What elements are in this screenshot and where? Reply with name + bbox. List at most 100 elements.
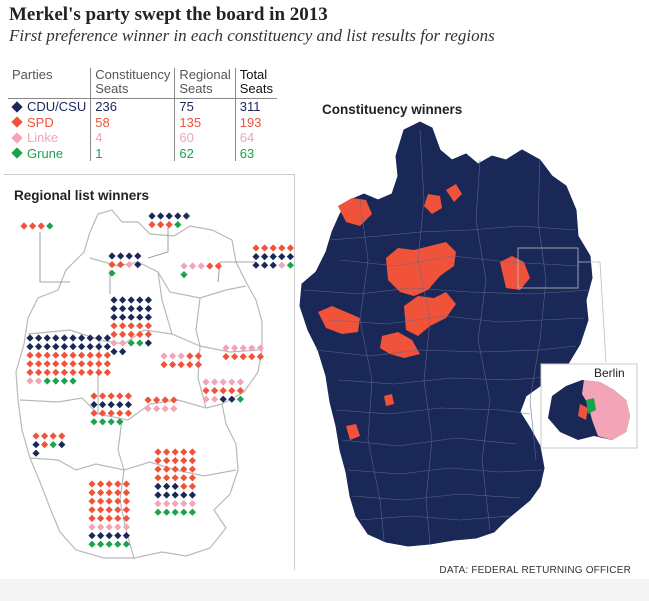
party-cell: SPD xyxy=(8,115,91,131)
cdu-seat-diamond xyxy=(136,305,144,313)
spd-seat-diamond xyxy=(35,368,43,376)
cdu-seat-diamond xyxy=(219,395,227,403)
seat-table: Parties Constituency Seats Regional Seats … xyxy=(8,68,277,161)
spd-seat-diamond xyxy=(99,392,107,400)
cdu-seat-diamond xyxy=(35,343,43,351)
linke-seat-diamond xyxy=(125,261,133,269)
spd-seat-diamond xyxy=(163,465,171,473)
cdu-seat-diamond xyxy=(154,482,162,490)
regional-seats: 60 xyxy=(174,130,236,146)
spd-seat-diamond xyxy=(122,514,130,522)
spd-seat-diamond xyxy=(171,465,179,473)
spd-seat-diamond xyxy=(124,392,132,400)
total-seats: 64 xyxy=(234,130,277,146)
spd-seat-diamond xyxy=(35,360,43,368)
cdu-seat-diamond xyxy=(58,441,66,449)
spd-seat-diamond xyxy=(163,474,171,482)
linke-seat-diamond xyxy=(105,523,113,531)
spd-seat-diamond xyxy=(37,222,45,230)
spd-seat-diamond xyxy=(154,457,162,465)
cdu-seat-diamond xyxy=(122,532,130,540)
grune-seat-diamond xyxy=(60,377,68,385)
constituency-map xyxy=(299,121,607,547)
spd-seat-diamond xyxy=(278,244,286,252)
cdu-seat-diamond xyxy=(188,491,196,499)
cdu-seat-diamond xyxy=(144,305,152,313)
grune-seat-diamond xyxy=(108,269,116,277)
total-seats: 311 xyxy=(234,98,277,115)
spd-seat-diamond xyxy=(97,480,105,488)
regional-panel-frame xyxy=(4,174,295,570)
regional-list-title: Regional list winners xyxy=(14,188,150,203)
spd-seat-diamond xyxy=(170,396,178,404)
spd-seat-diamond xyxy=(43,368,51,376)
grune-seat-diamond xyxy=(188,508,196,516)
spd-seat-diamond xyxy=(95,351,103,359)
party-cell: Linke xyxy=(8,130,91,146)
cdu-seat-diamond xyxy=(125,252,133,260)
spd-seat-diamond xyxy=(78,368,86,376)
spd-seat-diamond xyxy=(95,368,103,376)
cdu-seat-diamond xyxy=(119,305,127,313)
spd-seat-diamond xyxy=(144,322,152,330)
linke-seat-diamond xyxy=(170,405,178,413)
spd-seat-diamond xyxy=(117,261,125,269)
cdu-seat-diamond xyxy=(110,348,118,356)
constituency-borders xyxy=(303,129,591,545)
linke-seat-diamond xyxy=(160,352,168,360)
grune-seat-diamond xyxy=(163,508,171,516)
grune-seat-diamond xyxy=(180,508,188,516)
cdu-seat-diamond xyxy=(144,313,152,321)
linke-seat-diamond xyxy=(88,523,96,531)
cdu-seat-diamond xyxy=(286,253,294,261)
spd-seat-diamond xyxy=(86,360,94,368)
spd-seat-diamond xyxy=(119,322,127,330)
spd-seat-diamond xyxy=(180,465,188,473)
grune-seat-diamond xyxy=(88,540,96,548)
spd-seat-diamond xyxy=(88,497,96,505)
spd-seat-diamond xyxy=(153,396,161,404)
spd-seat-diamond xyxy=(116,392,124,400)
linke-seat-diamond xyxy=(153,405,161,413)
spd-seat-diamond xyxy=(107,392,115,400)
spd-seat-diamond xyxy=(261,244,269,252)
cdu-seat-diamond xyxy=(86,343,94,351)
linke-seat-diamond xyxy=(144,405,152,413)
grune-seat-diamond xyxy=(136,339,144,347)
spd-seat-diamond xyxy=(97,514,105,522)
cdu-seat-diamond xyxy=(69,334,77,342)
constituency-seats: 1 xyxy=(90,145,175,161)
table-row: SPD 58 135 193 xyxy=(8,114,277,131)
cdu-seat-diamond xyxy=(69,343,77,351)
cdu-seat-diamond xyxy=(157,212,165,220)
table-row: CDU/CSU 236 75 311 xyxy=(8,98,277,115)
grune-seat-diamond xyxy=(43,377,51,385)
cdu-seat-diamond xyxy=(110,313,118,321)
spd-seat-diamond xyxy=(171,448,179,456)
spd-seat-diamond xyxy=(171,457,179,465)
linke-seat-diamond xyxy=(256,344,264,352)
cdu-seat-diamond xyxy=(136,296,144,304)
grune-seat-diamond xyxy=(286,261,294,269)
spd-seat-diamond xyxy=(52,368,60,376)
cdu-seat-diamond xyxy=(60,334,68,342)
cdu-seat-diamond xyxy=(95,334,103,342)
spd-seat-diamond xyxy=(69,351,77,359)
cdu-seat-diamond xyxy=(174,212,182,220)
linke-seat-diamond xyxy=(35,377,43,385)
spd-seat-diamond xyxy=(110,322,118,330)
spd-seat-diamond xyxy=(236,387,244,395)
grune-seat-diamond xyxy=(49,441,57,449)
spd-seat-diamond xyxy=(41,441,49,449)
party-cell: CDU/CSU xyxy=(8,99,91,115)
linke-seat-diamond xyxy=(211,395,219,403)
spd-seat-diamond xyxy=(252,244,260,252)
regional-diamonds xyxy=(20,212,294,548)
spd-seat-diamond xyxy=(105,489,113,497)
grune-seat-diamond xyxy=(127,339,135,347)
spd-seat-diamond xyxy=(206,262,214,270)
constituency-seats: 58 xyxy=(90,114,175,130)
spd-seat-diamond xyxy=(161,396,169,404)
spd-seat-diamond xyxy=(114,480,122,488)
